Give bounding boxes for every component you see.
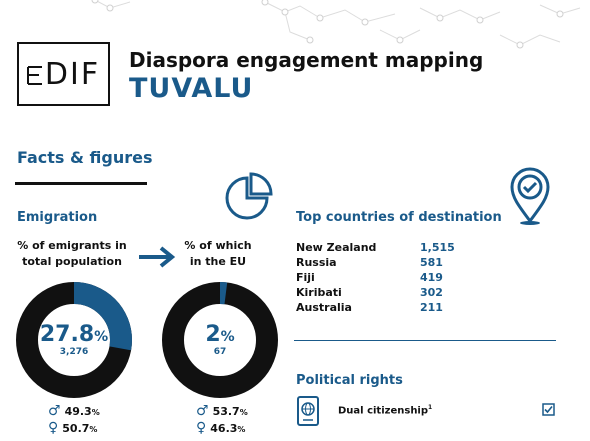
page-title: Diaspora engagement mapping <box>129 48 484 72</box>
percent-suffix: % <box>89 425 98 434</box>
destination-value: 211 <box>420 301 443 314</box>
donut-total-center: 27.8% 3,276 <box>16 322 132 357</box>
percent-suffix: % <box>237 425 246 434</box>
donut-chart-total <box>16 282 132 398</box>
destination-country: Australia <box>296 301 352 314</box>
eu-logo-mark <box>27 66 42 85</box>
female-share-total: ♀ 50.7% <box>48 420 97 436</box>
arrow-right-icon <box>139 246 176 268</box>
female-icon: ♀ <box>48 420 59 436</box>
female-share-total-value: 50.7 <box>62 422 90 435</box>
male-share-total-value: 49.3 <box>64 405 92 418</box>
destination-value: 419 <box>420 271 443 284</box>
political-rights-heading: Political rights <box>296 373 403 388</box>
donut-eu-percent-value: 2 <box>205 322 221 347</box>
passport-icon <box>297 396 319 426</box>
logo-text: DIF <box>44 56 101 92</box>
table-row: Kiribati 302 <box>296 285 455 300</box>
table-row: New Zealand 1,515 <box>296 240 455 255</box>
background-network-pattern <box>91 0 581 49</box>
donut-total-percent-value: 27.8 <box>39 322 95 347</box>
female-icon: ♀ <box>196 420 207 436</box>
location-check-icon <box>510 167 550 225</box>
table-row: Fiji 419 <box>296 270 455 285</box>
section-divider <box>294 340 556 341</box>
dual-citizenship-label: Dual citizenship1 <box>338 404 432 416</box>
donut-eu-center: 2% 67 <box>162 322 278 357</box>
male-share-total: ♂ 49.3% <box>48 403 100 419</box>
footnote-marker: 1 <box>428 404 433 411</box>
destinations-table: New Zealand 1,515 Russia 581 Fiji 419 Kirib… <box>296 240 455 315</box>
destinations-heading: Top countries of destination <box>296 210 502 225</box>
emigrants-total-label-line2: total population <box>22 255 122 268</box>
destination-country: Kiribati <box>296 286 342 299</box>
destination-country: Fiji <box>296 271 315 284</box>
donut-eu-percent-sign: % <box>220 329 235 345</box>
female-share-eu-value: 46.3 <box>210 422 238 435</box>
destination-value: 302 <box>420 286 443 299</box>
facts-underline <box>15 182 147 185</box>
emigrants-total-label-line1: % of emigrants in <box>17 239 127 252</box>
female-share-eu: ♀ 46.3% <box>196 420 245 436</box>
donut-chart-eu <box>162 282 278 398</box>
emigrants-eu-label-line1: % of which <box>184 239 252 252</box>
donut-eu-percent: 2% <box>162 322 278 347</box>
dual-citizenship-text: Dual citizenship <box>338 405 429 417</box>
donut-eu-count: 67 <box>213 347 227 357</box>
donut-total-count: 3,276 <box>59 347 89 357</box>
male-share-eu-value: 53.7 <box>212 405 240 418</box>
checkbox-checked-icon <box>542 403 555 416</box>
pie-chart-icon <box>225 172 273 220</box>
destination-country: Russia <box>296 256 337 269</box>
table-row: Russia 581 <box>296 255 455 270</box>
donut-total-percent: 27.8% <box>16 322 132 347</box>
male-share-eu: ♂ 53.7% <box>196 403 248 419</box>
donut-eu-share-arc <box>162 282 278 398</box>
country-name: TUVALU <box>129 73 254 104</box>
male-icon: ♂ <box>196 403 209 419</box>
emigrants-eu-label-line2: in the EU <box>189 255 247 268</box>
percent-suffix: % <box>239 408 248 417</box>
donut-total-percent-sign: % <box>94 329 109 345</box>
facts-heading: Facts & figures <box>17 148 153 167</box>
table-row: Australia 211 <box>296 300 455 315</box>
emigrants-eu-label: % of which in the EU <box>158 238 278 270</box>
emigrants-total-label: % of emigrants in total population <box>12 238 132 270</box>
destination-value: 581 <box>420 256 443 269</box>
eudif-logo: DIF <box>17 42 110 106</box>
destination-country: New Zealand <box>296 241 377 254</box>
destination-value: 1,515 <box>420 241 455 254</box>
emigration-heading: Emigration <box>17 210 98 225</box>
percent-suffix: % <box>91 408 100 417</box>
male-icon: ♂ <box>48 403 61 419</box>
donut-total-share-arc <box>16 282 132 398</box>
